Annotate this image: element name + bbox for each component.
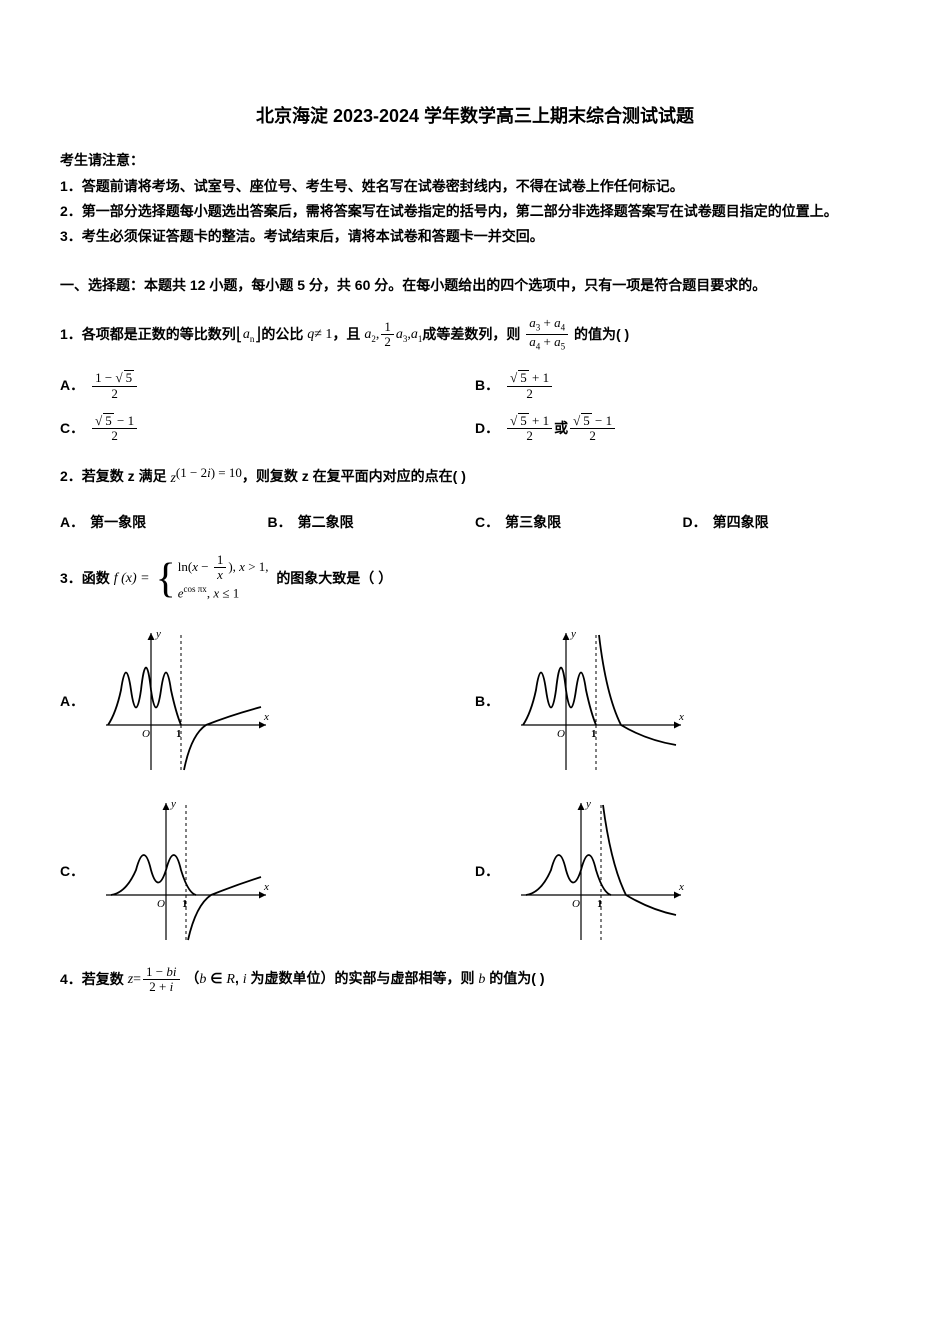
notice-2: 2．第一部分选择题每小题选出答案后，需将答案写在试卷指定的括号内，第二部分非选择… [60,199,890,224]
q1-text-b: 的公比 [261,322,303,347]
svg-text:O: O [572,898,580,910]
q3-graph-row-1: A． y x O 1 B． y x O 1 [60,625,890,775]
q4-text-b: （b ∈ R, i 为虚数单位）的实部与虚部相等，则 b 的值为( ) [185,966,544,992]
q3-fn: f (x) = [114,566,150,591]
svg-text:1: 1 [182,898,188,910]
svg-text:O: O [157,898,165,910]
q3-graph-row-2: C． y x O 1 D． y x O 1 [60,795,890,945]
q1-text-e: 的值为( ) [574,322,629,347]
q3-option-d: D． y x O 1 [475,795,890,945]
notice-3: 3．考生必须保证答题卡的整洁。考试结束后，请将本试卷和答题卡一并交回。 [60,224,890,249]
svg-text:y: y [170,798,176,810]
q2-text-b: ，则复数 z 在复平面内对应的点在( ) [242,464,466,489]
q2-option-b: B．第二象限 [268,510,476,535]
q2-option-a: A．第一象限 [60,510,268,535]
q3-text-b: 的图象大致是（ ） [276,566,392,591]
q1-text-a: 各项都是正数的等比数列 [82,322,236,347]
notice-heading: 考生请注意： [60,148,890,173]
notice-1: 1．答题前请将考场、试室号、座位号、考生号、姓名写在试卷密封线内，不得在试卷上作… [60,174,890,199]
q1-num: 1． [60,322,82,347]
q2-text-a: 若复数 z 满足 [82,464,167,489]
graph-b: y x O 1 [511,625,691,775]
graph-d: y x O 1 [511,795,691,945]
question-2: 2． 若复数 z 满足 z(1 − 2i) = 10 ，则复数 z 在复平面内对… [60,461,890,491]
q1-option-a: A． 1 − 5 2 [60,370,475,401]
q2-expr: z(1 − 2i) = 10 [170,461,241,491]
svg-text:x: x [263,711,269,723]
q1-option-b: B． 5 + 1 2 [475,370,890,401]
exam-title: 北京海淀 2023-2024 学年数学高三上期末综合测试试题 [60,100,890,132]
svg-text:x: x [678,881,684,893]
q1-a3: a3 [396,322,408,347]
q2-num: 2． [60,464,82,489]
q2-option-d: D．第四象限 [683,510,891,535]
q3-option-a: A． y x O 1 [60,625,475,775]
q1-text-c: ，且 [332,322,360,347]
svg-text:y: y [155,628,161,640]
q1-ratio: a3 + a4 a4 + a5 [526,316,568,352]
graph-c: y x O 1 [96,795,276,945]
svg-text:1: 1 [597,898,603,910]
question-4: 4． 若复数 z = 1 − bi 2 + i （b ∈ R, i 为虚数单位）… [60,965,890,995]
graph-a: y x O 1 [96,625,276,775]
q3-option-b: B． y x O 1 [475,625,890,775]
q4-frac: 1 − bi 2 + i [143,965,179,995]
svg-text:O: O [142,728,150,740]
question-1: 1． 各项都是正数的等比数列 ⌊ an ⌋ 的公比 q ≠ 1 ，且 a2, 1… [60,316,890,352]
q1-option-d: D． 5 + 1 2 或 5 − 1 2 [475,413,890,444]
q1-a2: a2 [364,322,376,347]
q1-seq: an [243,322,255,347]
q1-text-d: 成等差数列，则 [422,322,520,347]
q2-option-c: C．第三象限 [475,510,683,535]
q4-text-a: 若复数 [82,967,124,992]
q2-options: A．第一象限 B．第二象限 C．第三象限 D．第四象限 [60,510,890,535]
q3-text-a: 函数 [82,566,110,591]
q3-option-c: C． y x O 1 [60,795,475,945]
svg-text:x: x [678,711,684,723]
svg-text:y: y [585,798,591,810]
q1-option-c: C． 5 − 1 2 [60,413,475,444]
q3-piecewise: { ln(x − 1x), x > 1, ecos πx, x ≤ 1 [154,553,269,605]
question-3: 3． 函数 f (x) = { ln(x − 1x), x > 1, ecos … [60,553,890,605]
q1-a1: a1 [411,322,423,347]
q1-neq: q [307,322,314,347]
q4-num: 4． [60,967,82,992]
svg-text:y: y [570,628,576,640]
svg-text:O: O [557,728,565,740]
q1-options-row-2: C． 5 − 1 2 D． 5 + 1 2 或 5 − 1 2 [60,413,890,444]
q1-options-row-1: A． 1 − 5 2 B． 5 + 1 2 [60,370,890,401]
q1-half: 1 2 [381,320,394,350]
svg-text:x: x [263,881,269,893]
q3-num: 3． [60,566,82,591]
section-1-heading: 一、选择题：本题共 12 小题，每小题 5 分，共 60 分。在每小题给出的四个… [60,273,890,298]
